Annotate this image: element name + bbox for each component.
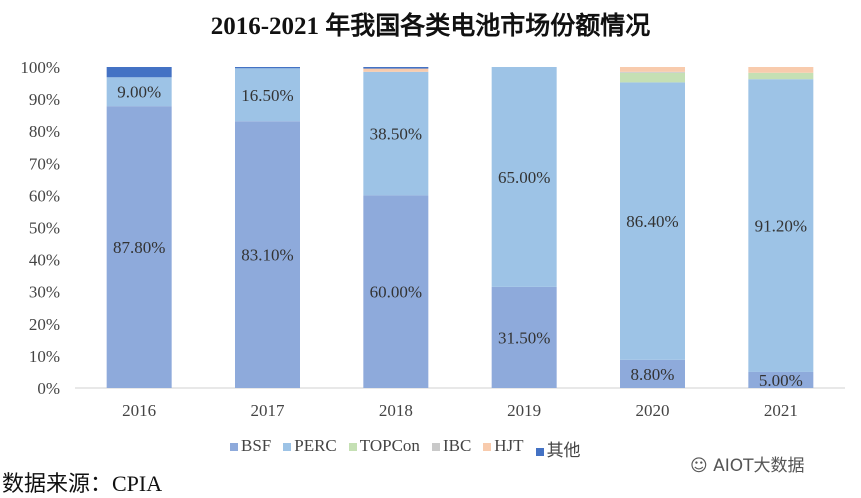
bar-segment-PERC (363, 71, 429, 196)
legend-label: BSF (241, 436, 272, 455)
y-tick-label: 60% (29, 186, 60, 205)
legend-item: 其他 (535, 436, 581, 461)
bar-segment-IBC (620, 71, 685, 73)
bar-segment-TOPCon (748, 72, 814, 80)
bar-segment-BSF (363, 195, 429, 388)
wechat-icon: ☺ (690, 456, 714, 476)
bar-segment-其他 (363, 67, 429, 69)
legend-item: PERC (283, 436, 337, 461)
legend-label: PERC (294, 436, 337, 455)
x-tick-label: 2021 (764, 401, 798, 420)
legend-swatch (283, 443, 292, 452)
legend: BSF PERC TOPCon IBC HJT 其他 (230, 436, 581, 461)
y-tick-label: 80% (29, 122, 60, 141)
data-label: 60.00% (370, 283, 422, 302)
x-tick-label: 2019 (507, 401, 541, 420)
bar-segment-TOPCon (620, 72, 685, 83)
bar-segment-其他 (106, 67, 172, 78)
x-tick-label: 2017 (251, 401, 286, 420)
stacked-bar-chart: 0% 10% 20% 30% 40% 50% 60% 70% 80% 90% 100% 87.80% 9… (20, 58, 845, 420)
bar-segment-PERC (748, 79, 814, 372)
bar-segment-HJT (748, 67, 814, 73)
legend-swatch (348, 443, 357, 452)
data-label: 91.20% (755, 217, 807, 236)
x-tick-label: 2018 (379, 401, 413, 420)
bar-segment-BSF (491, 286, 557, 388)
y-tick-label: 40% (29, 251, 60, 270)
y-tick-label: 0% (37, 379, 60, 398)
legend-label: 其他 (546, 441, 581, 460)
legend-label: IBC (442, 436, 472, 455)
bar-segment-BSF (235, 121, 300, 389)
watermark-text: AIOT大数据 (713, 456, 805, 476)
legend-item: HJT (483, 436, 524, 461)
bar-segment-BSF (106, 106, 172, 389)
legend-label: HJT (494, 436, 524, 455)
legend-item: BSF (230, 436, 271, 461)
bar-segment-PERC (235, 68, 300, 122)
source-note: 数据来源：CPIA (2, 471, 163, 496)
y-tick-label: 100% (20, 58, 60, 77)
data-label: 65.00% (498, 168, 550, 187)
bar-segment-其他 (235, 67, 300, 69)
bar-segment-BSF (620, 359, 685, 388)
legend-swatch (230, 443, 238, 452)
y-tick-label: 50% (29, 219, 60, 238)
legend-swatch (483, 443, 492, 452)
y-tick-label: 30% (29, 283, 60, 302)
bar-segment-PERC (620, 82, 685, 360)
data-label: 16.50% (241, 86, 293, 105)
legend-swatch (535, 448, 544, 457)
data-label: 38.50% (370, 125, 422, 144)
data-label: 83.10% (241, 246, 293, 265)
data-label: 8.80% (631, 365, 675, 384)
bar-segment-PERC (106, 77, 172, 107)
y-tick-label: 70% (29, 154, 60, 173)
data-label: 31.50% (498, 328, 550, 347)
x-tick-label: 2016 (122, 401, 156, 420)
bar-segment-PERC (491, 67, 557, 287)
data-label: 9.00% (117, 83, 161, 102)
legend-item: TOPCon (348, 436, 420, 461)
data-label: 5.00% (759, 371, 803, 390)
x-tick-label: 2020 (636, 401, 670, 420)
bar-segment-BSF (748, 371, 814, 388)
y-tick-label: 10% (29, 347, 60, 366)
y-tick-label: 90% (29, 90, 60, 109)
legend-item: IBC (431, 436, 472, 461)
bar-segment-HJT (363, 68, 429, 72)
data-label: 86.40% (626, 212, 678, 231)
y-tick-label: 20% (29, 315, 60, 334)
legend-swatch (431, 443, 440, 452)
legend-label: TOPCon (359, 436, 420, 455)
data-label: 87.80% (113, 238, 165, 257)
bar-segment-HJT (620, 67, 685, 72)
chart-title: 2016-2021 年我国各类电池市场份额情况 (210, 13, 651, 40)
watermark: ☺ AIOT大数据 (690, 451, 805, 476)
